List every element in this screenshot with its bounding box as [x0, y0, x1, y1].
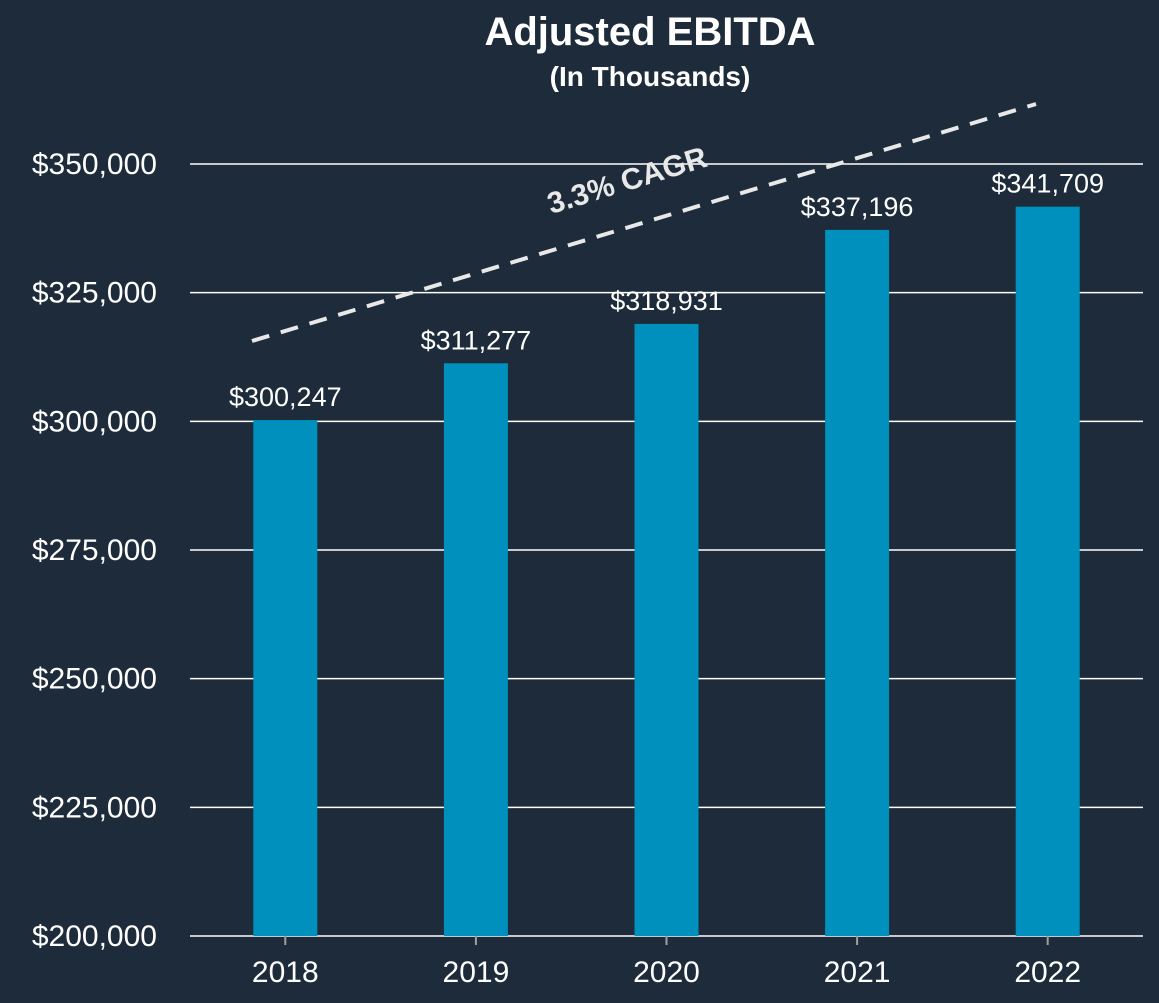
bar [443, 363, 508, 936]
x-tick-label: 2020 [633, 956, 700, 989]
x-tick-label: 2022 [1014, 956, 1081, 989]
y-tick-label: $350,000 [32, 148, 157, 181]
bar-value-label: $341,709 [991, 169, 1104, 199]
bar-value-label: $300,247 [229, 382, 342, 412]
x-tick-label: 2021 [824, 956, 891, 989]
y-axis-tick-labels: $200,000 $225,000 $250,000 $275,000 $300,000… [32, 148, 157, 953]
bar-value-label: $318,931 [610, 286, 723, 316]
y-tick-label: $325,000 [32, 277, 157, 310]
y-tick-label: $225,000 [32, 791, 157, 824]
bar [634, 323, 699, 936]
chart-title: Adjusted EBITDA [484, 10, 815, 54]
y-tick-label: $275,000 [32, 534, 157, 567]
bar [825, 229, 890, 936]
y-tick-label: $250,000 [32, 663, 157, 696]
y-tick-label: $200,000 [32, 920, 157, 953]
x-tick-label: 2018 [252, 956, 319, 989]
x-tick-label: 2019 [443, 956, 510, 989]
bar-value-label: $311,277 [421, 325, 532, 355]
data-labels: $300,247 $311,277 $318,931 $337,196 $341,709 [229, 169, 1104, 412]
bar-value-label: $337,196 [801, 192, 914, 222]
bars [253, 206, 1080, 936]
chart-subtitle: (In Thousands) [550, 61, 751, 92]
y-tick-label: $300,000 [32, 405, 157, 438]
x-axis: 2018 2019 2020 2021 2022 [252, 936, 1081, 989]
cagr-trend-line [251, 102, 1037, 343]
bar [1015, 206, 1080, 936]
bar [253, 420, 318, 936]
